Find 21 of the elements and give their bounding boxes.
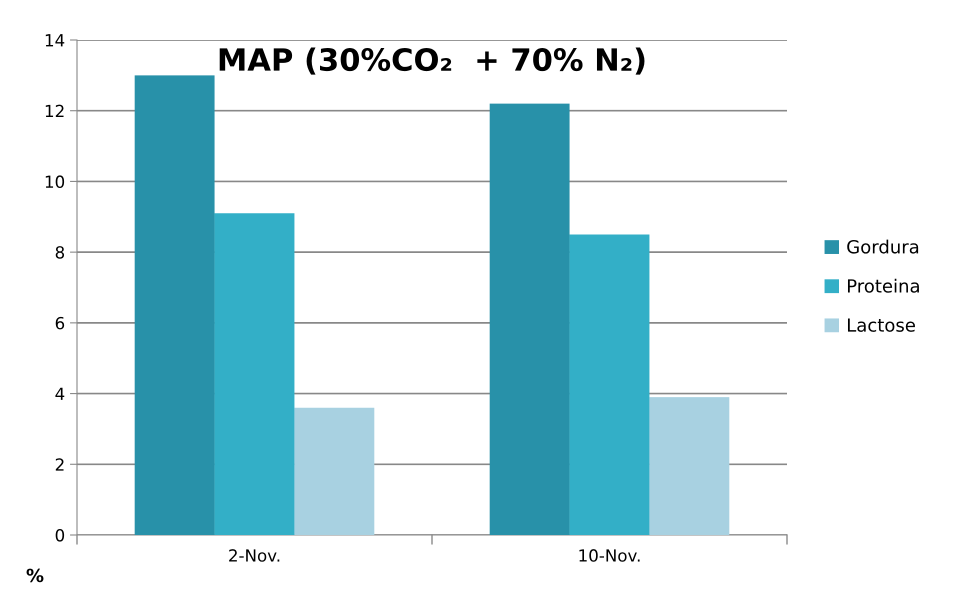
x-tick-label: 2-Nov. — [229, 549, 280, 562]
y-tick-label: 6 — [56, 316, 64, 330]
chart-title: MAP (30%CO₂ + 70% N₂) — [220, 47, 644, 75]
bar — [490, 104, 570, 535]
y-axis-title: % — [26, 568, 44, 582]
y-tick-label: 14 — [46, 34, 64, 46]
legend-label: Gordura — [847, 240, 918, 254]
bar — [294, 408, 374, 535]
y-tick-label: 10 — [46, 175, 64, 188]
y-tick-label: 4 — [55, 388, 64, 400]
legend-label: Proteina — [848, 278, 919, 293]
bar — [570, 234, 650, 535]
y-tick-label: 8 — [56, 246, 64, 259]
bar — [214, 213, 294, 535]
bar — [134, 75, 215, 535]
legend-label: Lactose — [848, 318, 915, 332]
y-tick-label: 2 — [56, 458, 64, 471]
y-tick-label: 0 — [56, 528, 64, 542]
y-tick-label: 12 — [46, 104, 64, 118]
x-tick-label: 10-Nov. — [579, 549, 640, 562]
bar — [649, 397, 730, 535]
